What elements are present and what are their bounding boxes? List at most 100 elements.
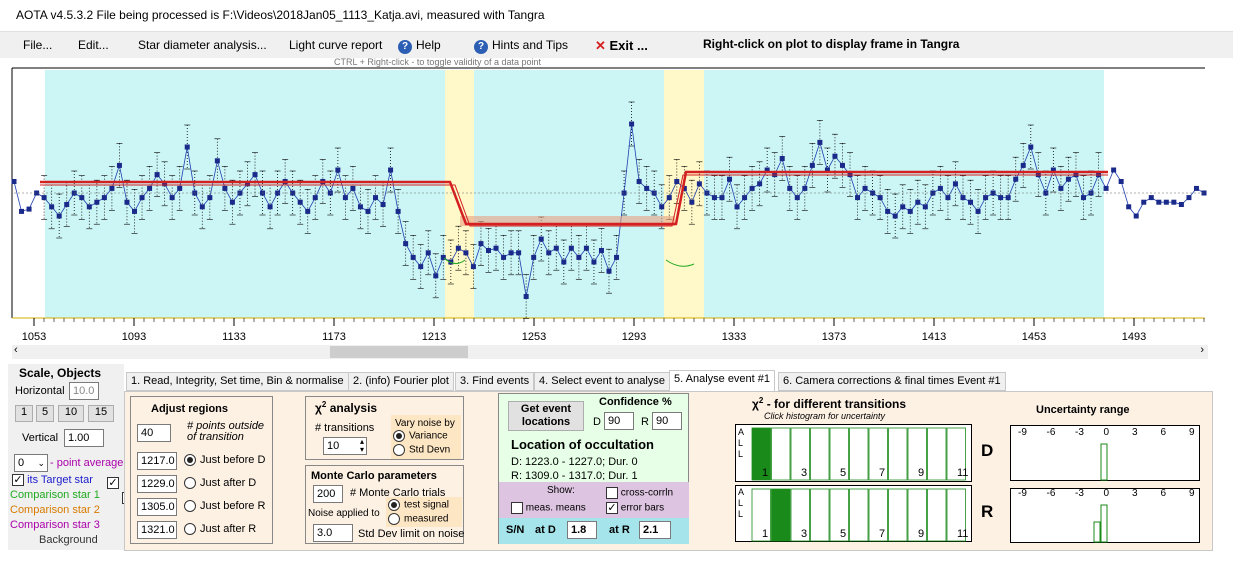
variance-radio[interactable]: Variance bbox=[393, 430, 448, 442]
tab-fourier[interactable]: 2. (info) Fourier plot bbox=[348, 372, 454, 391]
target-checkbox[interactable]: ✓ bbox=[107, 476, 119, 489]
scroll-right-icon[interactable]: › bbox=[1200, 344, 1204, 356]
before-d-radio[interactable]: Just before D bbox=[184, 454, 265, 467]
target-display-checkbox[interactable]: ✓ bbox=[12, 474, 24, 487]
data-point bbox=[727, 176, 733, 182]
chi2-histograms[interactable] bbox=[735, 424, 973, 542]
tab-select-event[interactable]: 4. Select event to analyse bbox=[534, 372, 670, 391]
histogram-bar bbox=[868, 427, 888, 481]
mc-trials-input[interactable]: 200 bbox=[313, 485, 343, 503]
transitions-label: # transitions bbox=[315, 422, 375, 434]
after-r-input[interactable]: 1321.0 bbox=[137, 521, 177, 539]
x-tick-label: 1373 bbox=[822, 331, 846, 342]
stddev-radio[interactable]: Std Devn bbox=[393, 444, 450, 456]
spin-icon[interactable]: ▴ ▾ bbox=[359, 437, 364, 454]
data-point bbox=[900, 204, 906, 210]
data-point bbox=[34, 190, 40, 196]
data-point bbox=[1065, 176, 1071, 182]
data-point bbox=[523, 294, 529, 299]
get-event-locations-button[interactable]: Get event locations bbox=[508, 401, 584, 431]
cross-corr-checkbox[interactable]: cross-corrln bbox=[606, 487, 673, 499]
data-point bbox=[1005, 195, 1011, 201]
error-bars-checkbox[interactable]: ✓ error bars bbox=[606, 502, 665, 514]
menu-file[interactable]: File... bbox=[23, 38, 53, 52]
data-point bbox=[1058, 185, 1064, 191]
test-signal-radio[interactable]: test signal bbox=[388, 499, 449, 511]
after-r-radio[interactable]: Just after R bbox=[184, 523, 256, 536]
histogram-tick-label: 1 bbox=[762, 467, 769, 479]
plot-scrollbar[interactable]: ‹ › bbox=[12, 344, 1208, 359]
data-point bbox=[365, 208, 371, 214]
data-point bbox=[132, 208, 138, 214]
tab-find-events[interactable]: 3. Find events bbox=[455, 372, 535, 391]
data-point bbox=[56, 213, 62, 219]
menu-star-diameter[interactable]: Star diameter analysis... bbox=[138, 38, 267, 52]
light-curve-plot[interactable]: 1053 1093 1133 1173 1213 1253 1293 1333 1373 1413… bbox=[0, 58, 1212, 360]
menu-edit[interactable]: Edit... bbox=[78, 38, 109, 52]
data-point bbox=[109, 185, 115, 191]
tab-read[interactable]: 1. Read, Integrity, Set time, Bin & norm… bbox=[126, 372, 349, 391]
scrollbar-thumb[interactable] bbox=[330, 346, 468, 358]
menu-light-curve[interactable]: Light curve report bbox=[289, 38, 383, 52]
tab-camera-corrections[interactable]: 6. Camera corrections & final times Even… bbox=[778, 372, 1006, 391]
data-point bbox=[968, 199, 974, 205]
data-point bbox=[666, 195, 672, 201]
vary-noise-label: Vary noise by bbox=[395, 418, 455, 429]
hint-icon: ? bbox=[474, 40, 488, 54]
after-d-input[interactable]: 1229.0 bbox=[137, 475, 177, 493]
histogram-bar bbox=[946, 427, 966, 481]
stddev-limit-input[interactable]: 3.0 bbox=[313, 524, 353, 542]
histogram-tick-label: 5 bbox=[840, 467, 847, 479]
menu-exit[interactable]: ✕ Exit ... bbox=[595, 38, 648, 53]
object-comp3[interactable]: Comparison star 3 bbox=[10, 519, 100, 531]
data-point bbox=[568, 245, 574, 251]
point-average-select[interactable]: 0 ⌄ bbox=[14, 454, 48, 472]
data-point bbox=[1080, 195, 1086, 201]
data-point bbox=[1013, 176, 1019, 182]
object-comp2[interactable]: Comparison star 2 bbox=[10, 504, 100, 516]
light-curve-svg[interactable]: 1053 1093 1133 1173 1213 1253 1293 1333 1373 1413… bbox=[0, 58, 1212, 343]
data-point bbox=[629, 121, 635, 127]
data-point bbox=[403, 241, 409, 247]
points-outside-input[interactable]: 40 bbox=[137, 424, 171, 442]
transitions-input[interactable]: 10 ▴ ▾ bbox=[323, 437, 367, 455]
before-r-input[interactable]: 1305.0 bbox=[137, 498, 177, 516]
meas-means-checkbox[interactable]: meas. means bbox=[511, 502, 586, 514]
data-point bbox=[711, 195, 717, 201]
uncertainty-tick-label: 3 bbox=[1132, 488, 1138, 499]
chi2-analysis-group: χ2 analysis # transitions 10 ▴ ▾ Vary nois… bbox=[305, 396, 464, 460]
before-d-input[interactable]: 1217.0 bbox=[137, 452, 177, 470]
after-d-radio[interactable]: Just after D bbox=[184, 477, 256, 490]
vertical-scale-input[interactable]: 1.00 bbox=[64, 429, 104, 447]
data-point bbox=[79, 195, 85, 201]
uncertainty-plots[interactable] bbox=[1010, 425, 1200, 543]
menu-help[interactable]: ? Help bbox=[398, 38, 441, 54]
menu-hints[interactable]: ? Hints and Tips bbox=[474, 38, 568, 54]
conf-r-input[interactable]: 90 bbox=[652, 412, 682, 430]
conf-d-input[interactable]: 90 bbox=[604, 412, 634, 430]
scale-15-button[interactable]: 15 bbox=[88, 405, 114, 422]
horizontal-scale-input[interactable]: 10.0 bbox=[69, 382, 99, 400]
before-r-radio[interactable]: Just before R bbox=[184, 500, 265, 513]
histogram-bar bbox=[907, 427, 927, 481]
measured-radio[interactable]: measured bbox=[388, 513, 448, 525]
scale-5-button[interactable]: 5 bbox=[36, 405, 54, 422]
scale-10-button[interactable]: 10 bbox=[58, 405, 84, 422]
sn-label: S/N bbox=[506, 524, 525, 536]
tab-analyse-event[interactable]: 5. Analyse event #1 bbox=[669, 370, 776, 391]
data-point bbox=[1171, 199, 1177, 205]
data-point bbox=[802, 185, 808, 191]
scroll-left-icon[interactable]: ‹ bbox=[14, 344, 18, 356]
data-point bbox=[199, 204, 205, 210]
data-point bbox=[757, 181, 763, 187]
object-background[interactable]: Background bbox=[39, 534, 98, 546]
show-box: Show: meas. means cross-corrln ✓ error b… bbox=[499, 482, 689, 518]
uncertainty-tick-label: -6 bbox=[1046, 488, 1056, 499]
scale-1-button[interactable]: 1 bbox=[15, 405, 33, 422]
x-tick-label: 1133 bbox=[222, 331, 246, 342]
data-point bbox=[779, 156, 785, 161]
data-point bbox=[681, 185, 687, 191]
data-point bbox=[855, 195, 861, 201]
object-comp1[interactable]: Comparison star 1 bbox=[10, 489, 100, 501]
object-target[interactable]: ✓ its Target star bbox=[12, 474, 93, 487]
